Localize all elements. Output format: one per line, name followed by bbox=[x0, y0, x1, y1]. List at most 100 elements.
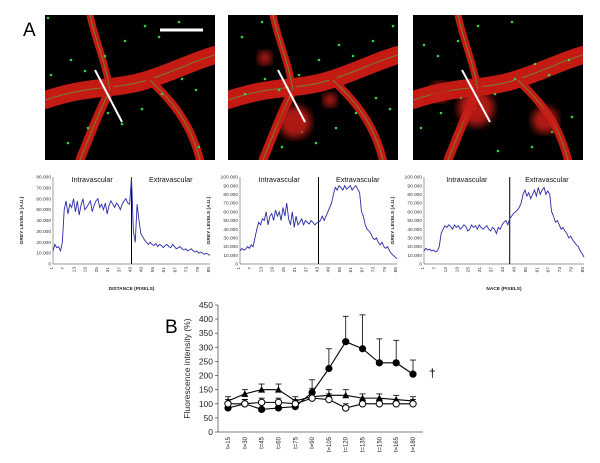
green-speck bbox=[334, 126, 338, 130]
green-speck bbox=[374, 96, 378, 100]
x-tick-label: 79 bbox=[569, 267, 575, 273]
green-speck bbox=[337, 43, 341, 47]
green-speck bbox=[297, 73, 301, 77]
x-tick-label: 37 bbox=[116, 267, 122, 273]
green-speck bbox=[317, 58, 321, 62]
x-tick-label: 61 bbox=[534, 267, 540, 273]
green-speck bbox=[388, 107, 392, 111]
y-tick-label: 60.000 bbox=[36, 196, 51, 202]
x-tick-label: 85 bbox=[580, 267, 586, 273]
x-tick-label: 73 bbox=[371, 267, 377, 273]
x-tick-label: 85 bbox=[206, 267, 212, 273]
green-speck bbox=[106, 111, 110, 115]
green-speck bbox=[120, 122, 124, 126]
x-tick-label: 55 bbox=[150, 267, 156, 273]
x-tick-label: 7 bbox=[60, 267, 66, 270]
y-tick-label: 10.000 bbox=[223, 253, 238, 259]
green-speck bbox=[570, 115, 574, 119]
green-speck bbox=[314, 141, 318, 145]
x-tick-label: 37 bbox=[303, 267, 309, 273]
profile-chart-1: 0 10.000 20.000 30.000 40.000 50.000 60.000 70.… bbox=[19, 175, 212, 292]
y-tick-label: 30.000 bbox=[36, 229, 51, 235]
y-tick-label: 150 bbox=[199, 385, 213, 395]
x-tick-label: 25 bbox=[281, 267, 287, 273]
y-tick-label: 200 bbox=[199, 371, 213, 381]
micrograph-1 bbox=[45, 15, 215, 160]
x-tick-label: 49 bbox=[326, 267, 332, 273]
green-speck bbox=[123, 39, 127, 43]
green-speck bbox=[49, 73, 53, 77]
x-tick-label: t=180 bbox=[411, 436, 417, 452]
green-speck bbox=[180, 77, 184, 81]
y-tick-label: 100.000 bbox=[221, 175, 239, 181]
extravasation bbox=[258, 51, 272, 65]
x-tick-label: 19 bbox=[83, 267, 89, 273]
y-tick-label: 0 bbox=[48, 262, 51, 268]
x-tick-label: 31 bbox=[105, 267, 111, 273]
profile-charts: 0 10.000 20.000 30.000 40.000 50.000 60.000 70.… bbox=[19, 175, 586, 292]
measure-line bbox=[277, 69, 306, 123]
x-tick-label: t=30 bbox=[243, 436, 249, 449]
y-tick-label: 250 bbox=[199, 356, 213, 366]
green-speck bbox=[422, 43, 426, 47]
y-tick-label: 30.000 bbox=[407, 236, 422, 242]
green-speck bbox=[436, 54, 440, 58]
region-label-intravascular: Intravascular bbox=[72, 175, 114, 184]
x-tick-label: 67 bbox=[546, 267, 552, 273]
x-tick-label: 1 bbox=[420, 267, 426, 270]
x-tick-label: 31 bbox=[477, 267, 483, 273]
green-speck bbox=[177, 20, 181, 24]
region-label-extravascular: Extravascular bbox=[149, 175, 193, 184]
green-speck bbox=[351, 54, 355, 58]
data-point bbox=[274, 386, 282, 393]
green-speck bbox=[533, 62, 537, 66]
data-point bbox=[409, 400, 417, 408]
y-tick-label: 50.000 bbox=[407, 218, 422, 224]
y-tick-label: 100.000 bbox=[405, 175, 423, 181]
green-speck bbox=[140, 107, 144, 111]
green-speck bbox=[194, 88, 198, 92]
x-tick-label: 7 bbox=[431, 267, 437, 270]
y-tick-label: 40.000 bbox=[36, 218, 51, 224]
x-tick-label: t=75 bbox=[293, 436, 299, 449]
x-tick-label: 13 bbox=[71, 267, 77, 273]
series-line bbox=[227, 389, 414, 402]
x-tick-label: 19 bbox=[270, 267, 276, 273]
green-speck bbox=[439, 111, 443, 115]
y-tick-label: 20.000 bbox=[407, 244, 422, 250]
green-speck bbox=[277, 88, 281, 92]
green-speck bbox=[354, 111, 358, 115]
y-tick-label: 60.000 bbox=[223, 209, 238, 215]
green-speck bbox=[280, 145, 284, 149]
green-speck bbox=[456, 39, 460, 43]
x-tick-label: 43 bbox=[500, 267, 506, 273]
x-tick-label: t=150 bbox=[377, 436, 383, 452]
profile-series-line bbox=[239, 184, 398, 260]
x-tick-label: 73 bbox=[557, 267, 563, 273]
x-tick-label: 13 bbox=[258, 267, 264, 273]
x-tick-label: 31 bbox=[292, 267, 298, 273]
data-point bbox=[392, 400, 400, 408]
x-tick-label: 25 bbox=[94, 267, 100, 273]
data-point bbox=[358, 345, 367, 353]
x-tick-label: 55 bbox=[523, 267, 529, 273]
y-tick-label: 40.000 bbox=[407, 227, 422, 233]
fluor-series-2 bbox=[224, 383, 417, 404]
micrograph-2 bbox=[228, 15, 398, 160]
extravasation bbox=[458, 90, 494, 126]
y-tick-label: 80.000 bbox=[36, 175, 51, 181]
green-speck bbox=[103, 54, 107, 58]
extravasation bbox=[323, 93, 337, 107]
measure-line bbox=[94, 69, 123, 123]
data-point bbox=[409, 370, 417, 378]
x-tick-label: 25 bbox=[466, 267, 472, 273]
y-axis-label: GREY LEVELS (A.U.) bbox=[206, 196, 212, 244]
green-speck bbox=[243, 92, 247, 96]
data-point bbox=[342, 404, 350, 412]
y-tick-label: 50.000 bbox=[223, 218, 238, 224]
panel-b-label: B bbox=[165, 317, 178, 338]
y-tick-label: 30.000 bbox=[223, 236, 238, 242]
micrographs bbox=[45, 15, 583, 160]
vessel-wall bbox=[149, 79, 201, 160]
micrograph-3 bbox=[413, 15, 583, 160]
